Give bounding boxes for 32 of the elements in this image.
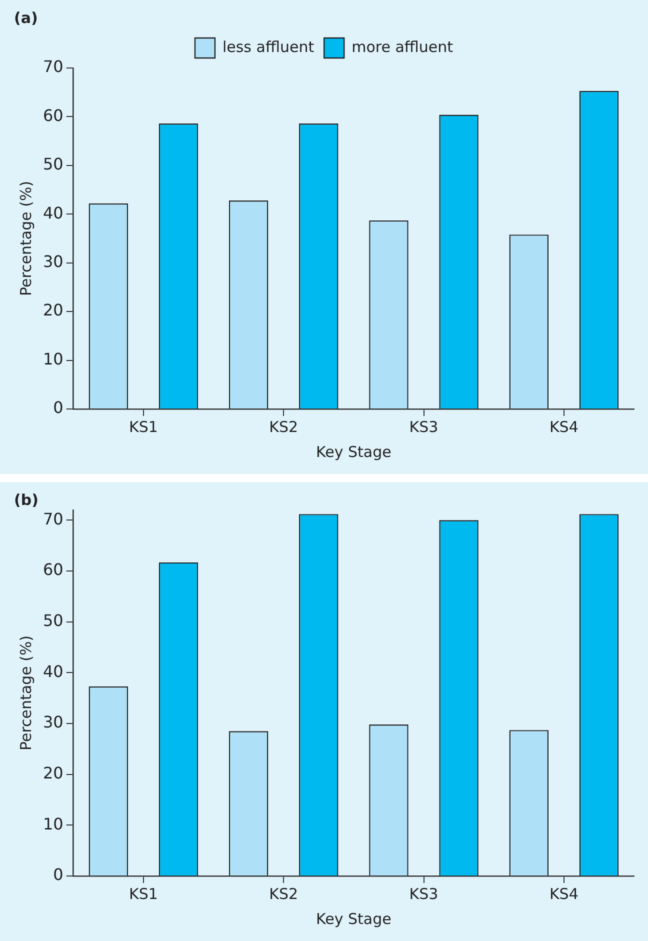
y-tick-label: 30 [43, 712, 64, 732]
y-tick-label: 10 [43, 349, 64, 368]
x-tick-label: KS3 [409, 884, 438, 903]
y-tick-label: 20 [43, 300, 64, 320]
chart-title: (b) [14, 490, 38, 509]
y-tick-label: 30 [43, 252, 64, 272]
y-tick-label: 70 [43, 57, 64, 76]
y-tick-label: 60 [43, 106, 64, 125]
y-tick-label: 70 [43, 509, 64, 528]
y-tick-label: 20 [43, 763, 64, 782]
y-tick-label: 50 [43, 154, 64, 174]
y-tick-label: 60 [43, 560, 64, 580]
y-axis-title: Percentage (%) [16, 635, 35, 751]
chart-title: (a) [14, 8, 38, 27]
x-tick-label: KS3 [409, 418, 438, 436]
x-axis-title: Key Stage [316, 910, 392, 928]
x-tick-label: KS2 [269, 418, 298, 436]
y-tick-label: 40 [43, 203, 64, 222]
legend-label: more affluent [352, 38, 454, 56]
x-axis-title: Key Stage [316, 442, 392, 461]
x-tick-label: KS4 [549, 418, 578, 436]
x-tick-label: KS1 [128, 418, 158, 436]
y-tick-label: 50 [43, 610, 64, 630]
y-tick-label: 0 [53, 865, 64, 884]
y-tick-label: 40 [43, 662, 64, 681]
x-tick-label: KS4 [549, 884, 578, 903]
legend-label: less affluent [222, 38, 314, 56]
x-tick-label: KS2 [269, 884, 298, 903]
y-axis-title: Percentage (%) [16, 180, 35, 296]
x-tick-label: KS1 [128, 884, 158, 903]
y-tick-label: 0 [53, 398, 64, 418]
y-tick-label: 10 [43, 814, 64, 834]
